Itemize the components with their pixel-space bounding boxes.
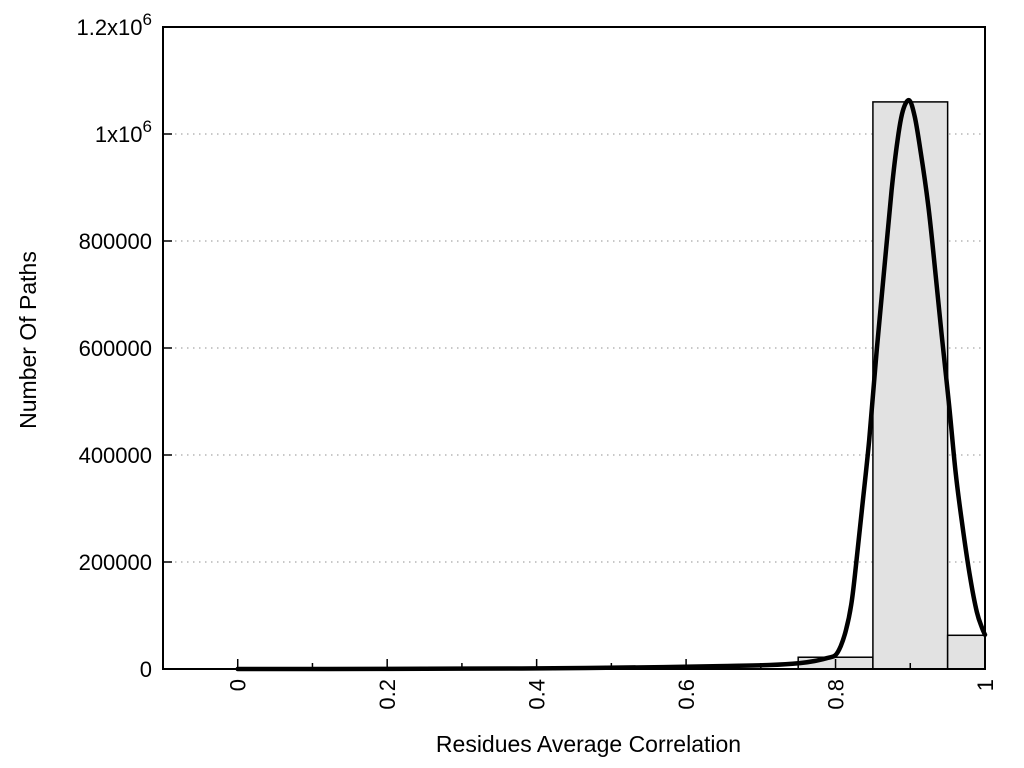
- axis-ticks: [163, 26, 986, 670]
- y-tick-label: 1.2x106: [76, 10, 152, 40]
- x-tick-label: 0: [226, 679, 251, 691]
- fit-curve: [235, 97, 988, 672]
- y-gridlines: [163, 133, 985, 563]
- histogram-bar: [946, 634, 986, 670]
- y-tick-label: 0: [140, 657, 152, 682]
- x-tick-label: 0.6: [674, 679, 699, 710]
- y-tick-label: 200000: [79, 550, 152, 575]
- y-axis-title: Number Of Paths: [15, 251, 41, 429]
- x-tick-label: 0.4: [525, 679, 550, 710]
- x-tick-label: 0.2: [375, 679, 400, 710]
- y-tick-label: 600000: [79, 336, 152, 361]
- x-tick-label: 1: [973, 679, 998, 691]
- x-tick-labels: 0 0.2 0.4 0.6 0.8 1: [226, 679, 998, 710]
- x-axis-title: Residues Average Correlation: [435, 731, 742, 757]
- y-tick-label: 1x106: [95, 117, 152, 147]
- x-tick-label: 0.8: [824, 679, 849, 710]
- histogram-bars: [797, 101, 986, 670]
- plot-border: [162, 26, 986, 670]
- y-tick-labels: 0 200000 400000 600000 800000 1x106 1.2x106: [76, 10, 152, 682]
- y-tick-label: 400000: [79, 443, 152, 468]
- y-tick-label: 800000: [79, 229, 152, 254]
- histogram-bar: [872, 101, 949, 670]
